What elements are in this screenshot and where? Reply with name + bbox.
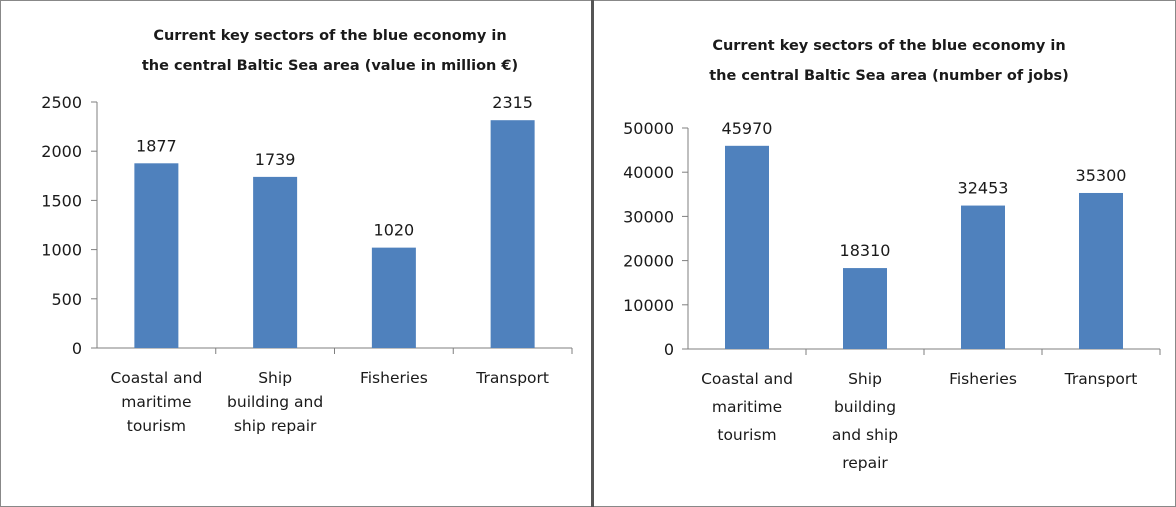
bar	[134, 163, 179, 348]
category-label: building	[834, 398, 896, 416]
category-label: repair	[842, 454, 888, 472]
category-label: Transport	[475, 369, 549, 387]
category-label: maritime	[121, 393, 191, 411]
data-label: 18310	[840, 241, 891, 260]
y-tick-label: 0	[664, 340, 674, 359]
chart-value-million-eur: Current key sectors of the blue economy …	[41, 28, 573, 435]
category-label: Ship	[848, 370, 882, 388]
category-label: Coastal and	[110, 369, 202, 387]
y-tick-label: 2500	[41, 93, 82, 112]
category-label: Fisheries	[360, 369, 428, 387]
chart-number-of-jobs: Current key sectors of the blue economy …	[623, 38, 1161, 472]
y-tick-label: 20000	[623, 252, 674, 271]
chart-title-line: Current key sectors of the blue economy …	[712, 38, 1065, 54]
chart-title-line: Current key sectors of the blue economy …	[153, 28, 506, 44]
y-tick-label: 500	[51, 290, 82, 309]
bar	[725, 145, 769, 349]
y-tick-label: 1500	[41, 191, 82, 210]
panel-divider	[591, 0, 594, 507]
y-tick-label: 10000	[623, 296, 674, 315]
data-label: 2315	[492, 93, 533, 112]
y-tick-label: 50000	[623, 119, 674, 138]
data-label: 1877	[136, 136, 177, 155]
category-label: tourism	[717, 426, 776, 444]
bar	[1079, 192, 1123, 349]
chart-title-line: the central Baltic Sea area (value in mi…	[142, 58, 518, 74]
chart-title-line: the central Baltic Sea area (number of j…	[709, 68, 1069, 84]
category-label: maritime	[712, 398, 782, 416]
y-tick-label: 2000	[41, 142, 82, 161]
category-label: Ship	[258, 369, 292, 387]
bar	[253, 176, 298, 348]
data-label: 1739	[255, 150, 296, 169]
category-label: Coastal and	[701, 370, 793, 388]
category-label: Transport	[1064, 370, 1138, 388]
data-label: 1020	[374, 221, 415, 240]
y-tick-label: 40000	[623, 163, 674, 182]
category-label: and ship	[832, 426, 898, 444]
y-tick-label: 1000	[41, 241, 82, 260]
bar	[371, 247, 416, 348]
data-label: 45970	[722, 119, 773, 138]
y-tick-label: 0	[72, 339, 82, 358]
category-label: Fisheries	[949, 370, 1017, 388]
bar	[961, 205, 1005, 349]
data-label: 35300	[1076, 166, 1127, 185]
category-label: ship repair	[234, 417, 317, 435]
data-label: 32453	[958, 179, 1009, 198]
category-label: building and	[227, 393, 323, 411]
category-label: tourism	[127, 417, 186, 435]
y-tick-label: 30000	[623, 207, 674, 226]
bar	[843, 268, 887, 349]
bar	[490, 120, 535, 348]
